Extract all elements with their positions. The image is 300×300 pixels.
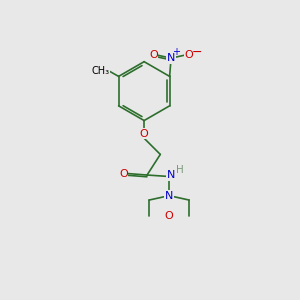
Text: +: +	[172, 47, 180, 57]
Text: N: N	[165, 190, 173, 201]
Text: O: O	[119, 169, 128, 178]
Text: N: N	[167, 170, 175, 180]
Text: O: O	[140, 129, 148, 139]
Text: H: H	[176, 165, 184, 175]
Text: O: O	[149, 50, 158, 60]
Text: −: −	[191, 46, 202, 59]
Text: O: O	[184, 50, 193, 60]
Text: CH₃: CH₃	[91, 66, 110, 76]
Text: N: N	[167, 53, 175, 63]
Text: O: O	[165, 211, 173, 221]
